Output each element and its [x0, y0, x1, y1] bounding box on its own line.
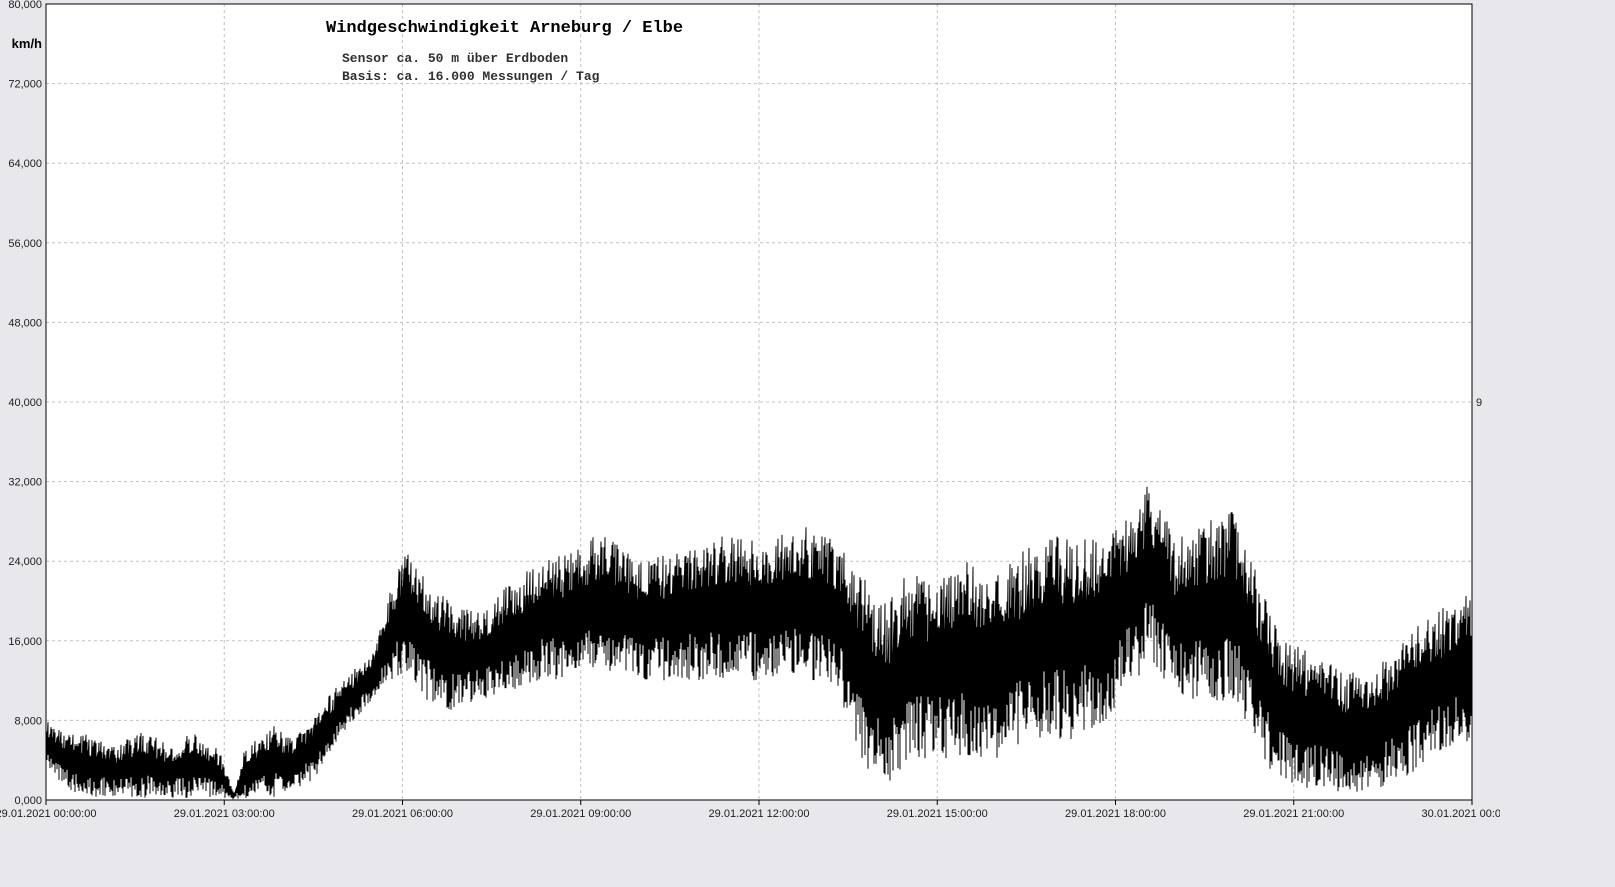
- y-tick-label: 32,000: [8, 477, 42, 489]
- x-tick-label: 29.01.2021 06:00:00: [352, 808, 453, 820]
- x-tick-label: 29.01.2021 03:00:00: [174, 808, 275, 820]
- x-tick-label: 30.01.2021 00:00:00: [1422, 808, 1500, 820]
- y-tick-label: 48,000: [8, 317, 42, 329]
- x-tick-label: 29.01.2021 15:00:00: [887, 808, 988, 820]
- y-tick-label: 40,000: [8, 397, 42, 409]
- y-tick-label: 24,000: [8, 556, 42, 568]
- chart-subtitle-1: Sensor ca. 50 m über Erdboden: [342, 51, 568, 66]
- y-tick-label: 72,000: [8, 79, 42, 91]
- x-tick-label: 29.01.2021 12:00:00: [709, 808, 810, 820]
- right-margin-marker: 9: [1476, 397, 1482, 409]
- y-tick-label: 0,000: [14, 795, 42, 807]
- y-axis-unit: km/h: [12, 36, 42, 51]
- y-tick-label: 56,000: [8, 238, 42, 250]
- y-tick-label: 80,000: [8, 0, 42, 11]
- y-tick-label: 64,000: [8, 158, 42, 170]
- y-tick-label: 8,000: [14, 715, 42, 727]
- chart-subtitle-2: Basis: ca. 16.000 Messungen / Tag: [342, 69, 600, 84]
- x-tick-label: 29.01.2021 09:00:00: [530, 808, 631, 820]
- x-tick-label: 29.01.2021 21:00:00: [1243, 808, 1344, 820]
- chart-title: Windgeschwindigkeit Arneburg / Elbe: [326, 19, 683, 38]
- chart-container: 0,000 8,000 16,000 24,000 32,000 40,000 48,000…: [0, 0, 1615, 887]
- wind-speed-chart: 0,000 8,000 16,000 24,000 32,000 40,000 48,000…: [0, 0, 1500, 822]
- y-tick-label: 16,000: [8, 636, 42, 648]
- x-tick-label: 29.01.2021 18:00:00: [1065, 808, 1166, 820]
- x-tick-label: 29.01.2021 00:00:00: [0, 808, 96, 820]
